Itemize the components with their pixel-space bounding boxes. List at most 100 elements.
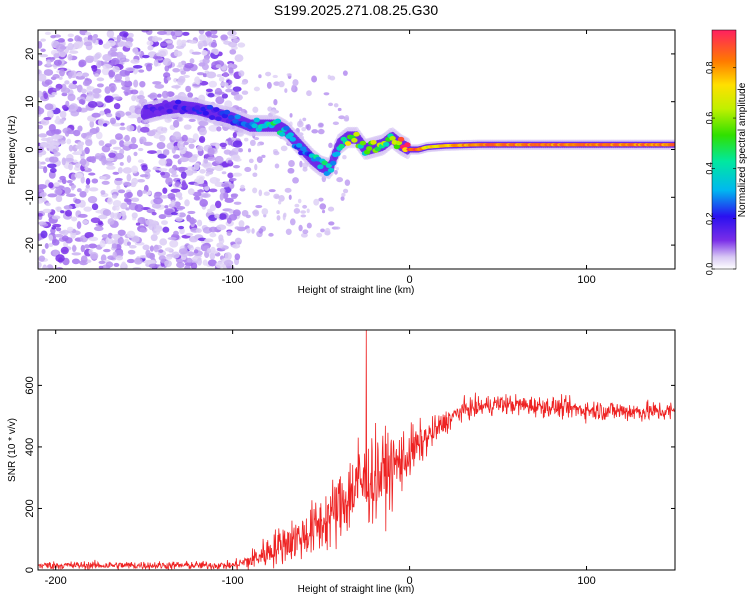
spectrogram-noise-speck — [151, 211, 157, 216]
snr-x-tick-label: -100 — [222, 575, 244, 587]
spectrogram-noise-speck — [253, 137, 260, 141]
spectrogram-noise-speck — [117, 54, 126, 61]
spectrogram-noise-speck — [186, 257, 193, 264]
spectrogram-noise-speck — [156, 52, 162, 57]
spectrogram-noise-speck — [123, 33, 128, 38]
spectrogram-noise-speck — [173, 230, 179, 236]
spectrogram-noise-speck — [68, 163, 73, 171]
spectrogram-noise-speck — [207, 92, 215, 98]
spectrogram-noise-speck — [111, 243, 118, 249]
spectrogram-noise-speck — [181, 180, 187, 188]
spectrogram-noise-speck — [139, 174, 149, 178]
spectrogram-noise-speck — [216, 126, 222, 132]
spectrogram-noise-speck — [209, 204, 216, 212]
spectrogram-noise-speck — [248, 158, 254, 164]
spectrogram-noise-speck — [82, 80, 91, 87]
spectrogram-noise-speck — [156, 141, 166, 150]
spectrogram-noise-speck — [160, 258, 166, 264]
spectrogram-ridge-point — [359, 140, 367, 146]
spectrogram-noise-speck — [162, 226, 170, 233]
spectrogram-noise-speck — [116, 34, 121, 43]
spectrogram-noise-speck — [284, 187, 292, 193]
spectrogram-noise-speck — [130, 59, 140, 64]
spectrogram-noise-speck — [178, 212, 186, 218]
spectrogram-noise-speck — [298, 224, 303, 232]
spectrogram-noise-speck — [187, 92, 194, 98]
spectrogram-noise-speck — [184, 62, 194, 69]
spectrogram-noise-speck — [88, 91, 94, 95]
spectrogram-noise-speck — [55, 43, 66, 52]
spectrogram-noise-speck — [173, 119, 180, 128]
spectrogram-noise-speck — [71, 258, 80, 265]
spectrogram-x-tick-label: 0 — [407, 274, 413, 286]
spectrogram-noise-speck — [86, 86, 95, 90]
spectrogram-ridge-point — [323, 171, 330, 176]
spectrogram-noise-speck — [201, 49, 208, 56]
spectrogram-noise-speck — [41, 248, 46, 255]
spectrogram-noise-speck — [105, 237, 113, 245]
spectrogram-noise-speck — [137, 125, 142, 133]
spectrogram-noise-speck — [66, 129, 77, 135]
colorbar: 0.0 0.2 0.4 0.6 0.8 Normalized spectral ampl… — [704, 29, 748, 275]
spectrogram-noise-speck — [81, 220, 89, 225]
spectrogram-noise-speck — [91, 112, 101, 118]
spectrogram-noise-speck — [160, 42, 168, 47]
spectrogram-noise-speck — [38, 60, 43, 66]
spectrogram-noise-speck — [198, 30, 205, 35]
spectrogram-noise-speck — [342, 70, 348, 76]
spectrogram-noise-speck — [81, 132, 87, 139]
spectrogram-noise-speck — [232, 140, 243, 148]
spectrogram-noise-speck — [170, 174, 179, 178]
spectrogram-noise-speck — [256, 156, 263, 164]
spectrogram-noise-speck — [205, 37, 213, 43]
spectrogram-ridge-point — [344, 141, 352, 146]
spectrogram-noise-speck — [106, 30, 115, 38]
spectrogram-y-tick-label: -20 — [24, 237, 36, 253]
spectrogram-noise-speck — [229, 49, 237, 55]
spectrogram-noise-speck — [318, 122, 324, 128]
spectrogram-noise-speck — [202, 57, 210, 64]
spectrogram-noise-speck — [342, 155, 347, 160]
spectrogram-noise-speck — [53, 53, 60, 59]
spectrogram-noise-speck — [173, 145, 178, 151]
spectrogram-noise-speck — [74, 162, 80, 168]
spectrogram-noise-speck — [147, 45, 154, 51]
spectrogram-noise-speck — [105, 162, 115, 166]
spectrogram-noise-speck — [76, 150, 83, 156]
spectrogram-noise-speck — [79, 158, 87, 166]
spectrogram-noise-speck — [221, 183, 230, 188]
spectrogram-noise-speck — [98, 140, 105, 146]
spectrogram-noise-speck — [112, 171, 120, 175]
spectrogram-noise-speck — [166, 142, 176, 150]
spectrogram-noise-speck — [218, 234, 224, 242]
spectrogram-noise-speck — [132, 64, 143, 69]
spectrogram-noise-speck — [131, 177, 139, 185]
spectrogram-noise-speck — [288, 159, 295, 167]
spectrogram-noise-speck — [215, 64, 222, 69]
spectrogram-noise-speck — [238, 148, 244, 153]
spectrogram-noise-speck — [175, 191, 183, 198]
spectrogram-noise-speck — [162, 149, 170, 156]
spectrogram-noise-speck — [56, 206, 62, 213]
spectrogram-ridge-point — [351, 137, 358, 143]
spectrogram-noise-speck — [84, 232, 94, 239]
spectrogram-noise-speck — [40, 137, 51, 142]
spectrogram-noise-speck — [76, 71, 83, 77]
spectrogram-noise-speck — [318, 197, 324, 202]
spectrogram-noise-speck — [301, 127, 307, 132]
spectrogram-noise-speck — [168, 167, 175, 174]
spectrogram-noise-speck — [115, 255, 124, 261]
spectrogram-noise-speck — [228, 41, 238, 48]
spectrogram-ridge-point — [353, 131, 360, 137]
spectrogram-noise-speck — [78, 99, 85, 105]
colorbar-ticks: 0.0 0.2 0.4 0.6 0.8 — [704, 61, 736, 275]
spectrogram-noise-speck — [44, 243, 49, 249]
spectrogram-noise-speck — [270, 109, 277, 116]
spectrogram-noise-speck — [103, 248, 111, 253]
spectrogram-ridge-point — [393, 144, 401, 150]
spectrogram-noise-speck — [328, 221, 335, 226]
spectrogram-noise-speck — [162, 187, 168, 194]
spectrogram-noise-speck — [268, 189, 276, 193]
spectrogram-noise-speck — [96, 77, 105, 82]
spectrogram-noise-speck — [61, 235, 69, 242]
